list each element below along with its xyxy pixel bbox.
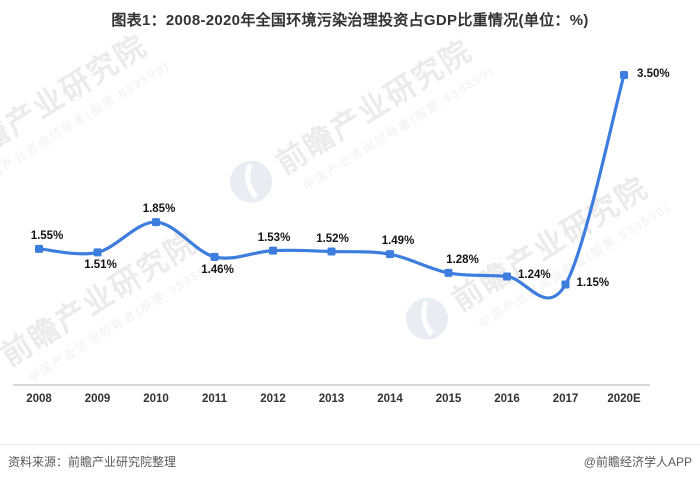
x-axis-label: 2008 (26, 393, 52, 405)
data-point-marker (152, 218, 160, 227)
data-label: 1.52% (316, 232, 349, 245)
x-axis-label: 2016 (494, 393, 520, 405)
data-label: 1.53% (257, 231, 291, 244)
qianzhan-logo-icon (398, 290, 456, 348)
data-point-marker (503, 272, 511, 281)
watermark: 前瞻产业研究院 中国产业咨询领导者(股票:839599) (221, 22, 498, 228)
x-axis-label: 2015 (435, 393, 462, 405)
data-point-marker (386, 250, 394, 259)
watermark: 前瞻产业研究院 中国产业咨询领导者(股票:839599) (397, 159, 674, 365)
data-label: 1.85% (142, 203, 176, 216)
brand-note: @前瞻经济学人APP (583, 455, 692, 469)
data-point-marker (93, 248, 102, 257)
trend-line (37, 73, 626, 300)
x-axis-label: 2010 (143, 393, 169, 405)
data-label: 1.28% (446, 253, 479, 266)
data-point-marker (269, 246, 277, 255)
chart-title: 图表1：2008-2020年全国环境污染治理投资占GDP比重情况(单位：%) (111, 12, 589, 29)
x-axis-label: 2014 (377, 393, 403, 405)
x-axis-label: 2013 (318, 393, 345, 405)
data-point-marker (561, 280, 570, 289)
source-note: 资料来源：前瞻产业研究院整理 (8, 455, 177, 469)
data-label: 1.51% (84, 259, 117, 272)
x-axis-label: 2017 (552, 393, 579, 405)
data-label: 1.15% (576, 277, 610, 290)
x-axis-label: 2020E (607, 393, 641, 405)
data-point-marker (210, 252, 219, 261)
data-point-marker (35, 244, 43, 253)
data-point-marker (444, 268, 453, 277)
data-point-marker (327, 247, 336, 256)
qianzhan-logo-icon (222, 153, 280, 211)
footer-divider (0, 444, 700, 445)
data-label: 1.55% (30, 229, 64, 242)
x-axis-label: 2009 (84, 393, 111, 405)
data-label: 3.50% (637, 68, 670, 80)
data-label: 1.49% (381, 235, 415, 248)
x-axis-label: 2012 (260, 393, 286, 405)
x-axis-label: 2011 (202, 393, 227, 405)
data-label: 1.46% (201, 263, 234, 276)
data-point-marker (620, 71, 628, 80)
data-label: 1.24% (518, 269, 551, 282)
